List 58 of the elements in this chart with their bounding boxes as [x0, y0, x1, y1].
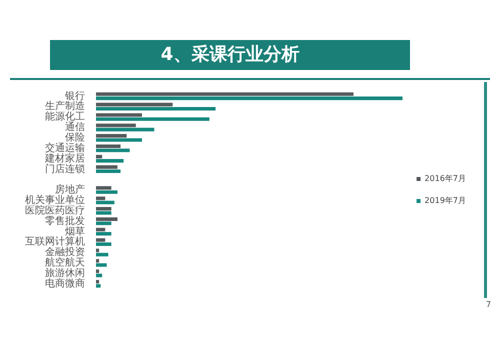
y-tick-label: 医院医药医疗	[25, 204, 85, 216]
chart-title: 4、采课行业分析	[50, 40, 410, 70]
bar	[96, 92, 354, 96]
bar	[96, 148, 130, 152]
bar	[96, 280, 100, 284]
bar	[96, 159, 124, 163]
bar	[96, 169, 121, 174]
bar	[96, 242, 112, 246]
bar	[96, 222, 112, 226]
bar	[96, 206, 112, 211]
bar	[96, 165, 118, 169]
bar	[96, 186, 112, 190]
y-tick-label: 门店连锁	[45, 162, 85, 175]
bar	[96, 144, 121, 148]
y-tick-label: 互联网计算机	[25, 236, 85, 248]
bar	[96, 196, 106, 200]
bar	[96, 232, 112, 236]
bar	[96, 200, 114, 204]
y-tick-label: 生产制造	[45, 100, 85, 112]
y-tick-label: 交通运输	[45, 142, 85, 154]
y-tick-label: 机关事业单位	[25, 194, 85, 206]
y-tick-label: 旅游休闲	[45, 266, 85, 279]
bar	[96, 113, 142, 117]
bar	[96, 117, 210, 121]
bar	[96, 259, 100, 263]
bar	[96, 190, 118, 194]
y-tick-label: 航空航天	[45, 256, 85, 269]
bar	[96, 128, 154, 132]
bar	[96, 96, 403, 100]
bar	[96, 138, 142, 142]
y-tick-label: 金融投资	[45, 246, 85, 258]
y-tick-label: 保险	[65, 131, 85, 144]
bar	[96, 102, 173, 106]
bar	[96, 238, 106, 242]
bar	[96, 217, 118, 221]
legend-label: 2019年7月	[424, 196, 466, 206]
bar	[96, 248, 100, 252]
text: 7	[486, 300, 492, 309]
y-tick-label: 烟草	[65, 225, 85, 238]
bar	[96, 252, 108, 256]
y-tick-label: 零售批发	[45, 214, 85, 227]
bar	[96, 284, 101, 288]
bar	[96, 106, 216, 110]
y-tick-label: 房地产	[55, 184, 85, 196]
bar	[96, 154, 102, 158]
y-tick-label: 通信	[65, 121, 85, 134]
legend-label: 2016年7月	[424, 174, 466, 184]
y-tick-label: 银行	[64, 90, 85, 102]
y-tick-label: 电商微商	[45, 277, 85, 290]
bar	[96, 263, 107, 267]
bar	[96, 211, 112, 215]
y-tick-label: 能源化工	[45, 110, 85, 123]
bar	[96, 124, 136, 128]
bar	[96, 274, 102, 278]
bar	[96, 228, 106, 232]
y-tick-label: 建材家居	[44, 152, 85, 164]
bar	[96, 270, 100, 274]
bar	[96, 134, 127, 138]
